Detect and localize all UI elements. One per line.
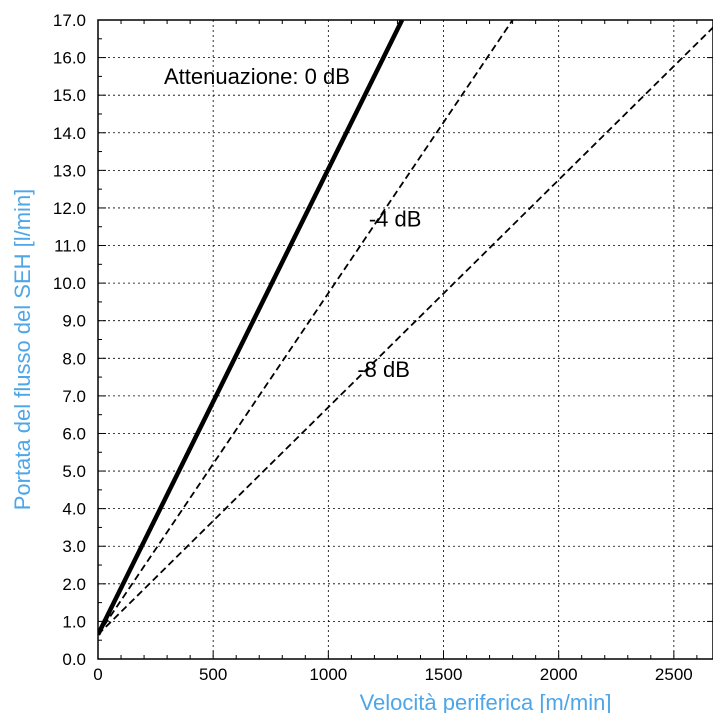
y-tick-label: 17.0	[53, 11, 86, 30]
y-tick-label: 1.0	[62, 612, 86, 631]
y-tick-label: 16.0	[53, 49, 86, 68]
y-tick-label: 13.0	[53, 161, 86, 180]
y-tick-label: 7.0	[62, 387, 86, 406]
x-tick-label: 2500	[655, 665, 693, 684]
y-tick-label: 3.0	[62, 537, 86, 556]
grid-lines	[97, 20, 713, 659]
annotations: Attenuazione: 0 dB -4 dB -8 dB	[164, 64, 421, 382]
y-axis-label: Portata del flusso del SEH [l/min]	[10, 189, 35, 511]
y-tick-label: 4.0	[62, 500, 86, 519]
axis-ticks	[97, 19, 713, 660]
y-tick-label: 5.0	[62, 462, 86, 481]
y-tick-label: 9.0	[62, 312, 86, 331]
x-tick-label: 0	[93, 665, 102, 684]
series-annotation: -4 dB	[369, 207, 422, 232]
tick-labels: 0 500 1000 1500 2000 2500 0.0 1.0 2.0 3.0 4.0 5.0 6.…	[53, 11, 693, 684]
y-tick-label: 10.0	[53, 274, 86, 293]
series-line	[98, 26, 713, 636]
series-line	[98, 20, 405, 636]
x-tick-label: 1500	[425, 665, 463, 684]
series-line	[98, 20, 514, 636]
series-annotation: Attenuazione: 0 dB	[164, 64, 350, 89]
series-annotation: -8 dB	[357, 357, 410, 382]
y-tick-label: 11.0	[54, 237, 86, 256]
y-tick-label: 6.0	[62, 424, 86, 443]
y-tick-label: 2.0	[62, 575, 86, 594]
y-tick-label: 15.0	[53, 86, 86, 105]
y-tick-label: 12.0	[53, 199, 86, 218]
plot-frame	[97, 19, 713, 660]
y-tick-label: 0.0	[62, 650, 86, 669]
y-tick-label: 8.0	[62, 349, 86, 368]
x-tick-label: 1000	[309, 665, 347, 684]
y-tick-label: 14.0	[53, 124, 86, 143]
x-axis-label: Velocità periferica [m/min]	[360, 690, 612, 713]
x-tick-label: 2000	[540, 665, 578, 684]
x-tick-label: 500	[199, 665, 227, 684]
series-lines	[98, 20, 713, 636]
